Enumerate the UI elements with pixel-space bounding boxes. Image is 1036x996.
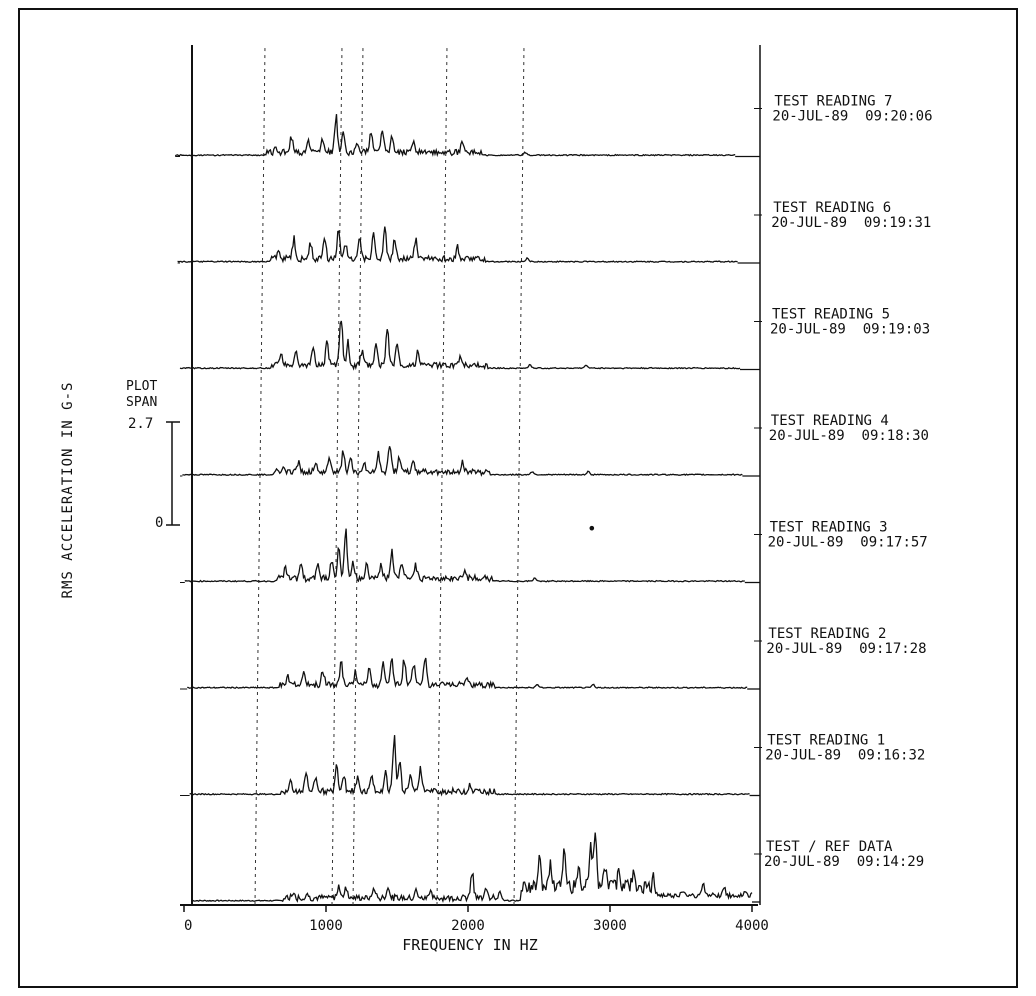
series-name-label: TEST READING 2 [768, 626, 886, 642]
reference-line [513, 44, 525, 906]
spectrum-trace-ref [191, 832, 753, 903]
plot-span-min: 0 [155, 515, 163, 531]
x-tick-label: 3000 [593, 918, 627, 934]
series-timestamp-label: 20-JUL-89 09:18:30 [769, 428, 929, 444]
x-tick-label: 0 [184, 918, 192, 934]
series-name-label: TEST READING 5 [772, 307, 890, 323]
series-name-label: TEST / REF DATA [766, 839, 893, 855]
series-name-label: TEST READING 1 [767, 733, 885, 749]
series-timestamp-label: 20-JUL-89 09:17:28 [766, 641, 926, 657]
spectrum-trace-3 [184, 528, 745, 584]
x-tick-label: 4000 [735, 918, 769, 934]
plot-span-label-1: PLOT [126, 379, 157, 394]
x-tick-labels: 0 1000 2000 3000 4000 [183, 905, 769, 934]
series-name-label: TEST READING 3 [770, 520, 888, 536]
plot-span-label-2: SPAN [126, 395, 157, 410]
spectrum-trace-4 [182, 446, 743, 477]
series-timestamp-label: 20-JUL-89 09:16:32 [765, 748, 925, 764]
spectrum-trace-6 [177, 226, 738, 264]
series-name-label: TEST READING 7 [774, 94, 892, 110]
spectrum-trace-5 [179, 320, 741, 371]
spectrum-traces [174, 114, 760, 903]
series-timestamp-label: 20-JUL-89 09:20:06 [772, 109, 932, 125]
series-name-label: TEST READING 6 [773, 200, 891, 216]
series-timestamp-label: 20-JUL-89 09:14:29 [764, 854, 924, 870]
series-name-label: TEST READING 4 [771, 413, 889, 429]
reference-line [331, 44, 343, 906]
x-tick-label: 1000 [309, 918, 343, 934]
reference-line [436, 44, 448, 906]
x-tick-label: 2000 [451, 918, 485, 934]
reference-lines [254, 44, 525, 906]
plot-span-max: 2.7 [128, 416, 153, 432]
y-axis-label: RMS ACCELERATION IN G-S [60, 382, 76, 599]
series-timestamp-label: 20-JUL-89 09:19:03 [770, 322, 930, 338]
spectrum-trace-2 [187, 657, 748, 690]
series-timestamp-label: 20-JUL-89 09:19:31 [771, 215, 931, 231]
stray-dot: • [587, 519, 597, 538]
spectrum-trace-7 [174, 114, 736, 158]
x-axis-label: FREQUENCY IN HZ [402, 936, 537, 954]
spectrum-trace-1 [189, 735, 750, 797]
series-timestamp-label: 20-JUL-89 09:17:57 [768, 535, 928, 551]
plot-frame [18, 8, 1018, 988]
reference-line [352, 44, 364, 906]
reference-line [254, 44, 266, 906]
